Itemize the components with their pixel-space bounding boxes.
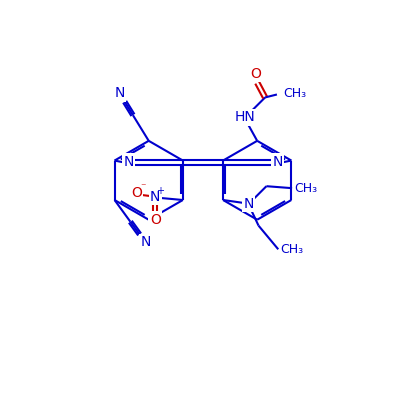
- Text: N: N: [123, 154, 134, 168]
- Text: N: N: [150, 190, 160, 204]
- Text: N: N: [140, 236, 151, 250]
- Text: N: N: [114, 86, 125, 100]
- Text: HN: HN: [235, 110, 256, 124]
- Text: CH₃: CH₃: [283, 87, 306, 100]
- Text: O: O: [250, 67, 261, 81]
- Text: +: +: [156, 186, 164, 196]
- Text: O: O: [131, 186, 142, 200]
- Text: CH₃: CH₃: [280, 243, 304, 256]
- Text: O: O: [150, 213, 161, 227]
- Text: N: N: [244, 197, 254, 211]
- Text: CH₃: CH₃: [294, 182, 318, 195]
- Text: ⁻: ⁻: [141, 182, 146, 192]
- Text: N: N: [272, 154, 283, 168]
